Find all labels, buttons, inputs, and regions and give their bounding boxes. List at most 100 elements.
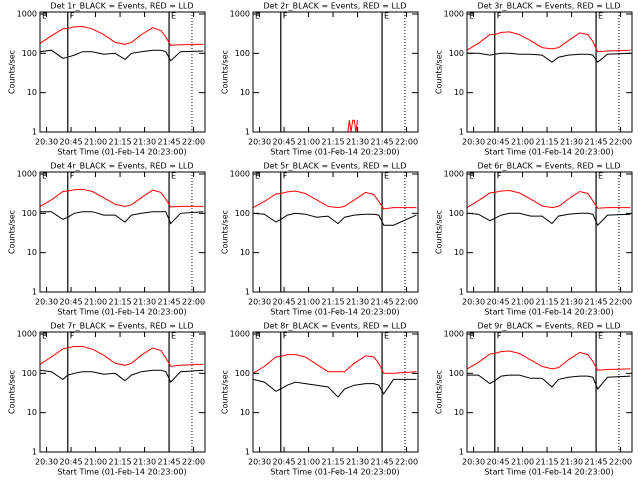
marker-label: F (70, 172, 75, 181)
x-tick-label: 21:15 (536, 298, 559, 307)
y-tick-label: 1000 (444, 10, 464, 19)
x-tick-label: 21:00 (511, 298, 534, 307)
x-axis-label: Start Time (01-Feb-14 20:23:00) (484, 308, 613, 317)
x-tick-label: 21:45 (585, 458, 608, 467)
x-tick-label: 20:45 (487, 298, 510, 307)
chart-title: Det 8r_BLACK = Events, RED = LLD (263, 322, 406, 331)
y-tick-label: 10 (27, 88, 37, 97)
marker-label: E (42, 172, 47, 181)
x-tick-label: 20:45 (60, 298, 83, 307)
marker-label: E (469, 12, 474, 21)
marker-label: E (255, 12, 260, 21)
series-line (252, 190, 417, 210)
y-axis-label: Counts/sec (221, 50, 230, 94)
x-tick-label: 22:00 (395, 458, 418, 467)
series-line (39, 346, 204, 367)
marker-label: F (283, 332, 288, 341)
y-tick-label: 1 (459, 128, 464, 137)
x-tick-label: 20:45 (273, 298, 296, 307)
y-axis-label: Counts/sec (8, 210, 17, 254)
marker-label: E (171, 12, 176, 21)
x-tick-label: 21:30 (560, 298, 583, 307)
y-tick-label: 10 (454, 88, 464, 97)
x-tick-label: 20:45 (487, 138, 510, 147)
x-tick-label: 20:45 (487, 458, 510, 467)
panel: Det 4r_BLACK = Events, RED = LLD Start Ti… (8, 162, 206, 317)
series-line (466, 212, 631, 227)
chart-title: Det 3r_BLACK = Events, RED = LLD (477, 2, 620, 11)
x-tick-label: 21:45 (371, 458, 394, 467)
y-axis-label: Counts/sec (435, 370, 444, 414)
panel: Det 1r_BLACK = Events, RED = LLD Start Ti… (8, 2, 206, 157)
x-tick-label: 21:30 (346, 458, 369, 467)
series-line (347, 119, 359, 133)
x-axis-label: Start Time (01-Feb-14 20:23:00) (57, 468, 186, 477)
series-line (467, 52, 631, 63)
y-tick-label: 1 (459, 288, 464, 297)
marker-label: E (384, 332, 389, 341)
plot-frame (39, 11, 206, 133)
y-tick-label: 1000 (17, 170, 37, 179)
marker-label: F (283, 172, 288, 181)
x-tick-label: 20:30 (462, 138, 485, 147)
y-tick-label: 1 (245, 288, 250, 297)
x-tick-label: 21:15 (109, 298, 132, 307)
y-tick-label: 10 (27, 408, 37, 417)
marker-label: E (255, 172, 260, 181)
marker-label: E (384, 12, 389, 21)
marker-label: E (42, 12, 47, 21)
marker-label: E (469, 172, 474, 181)
marker-label: E (171, 172, 176, 181)
x-tick-label: 20:30 (35, 458, 58, 467)
x-tick-label: 20:30 (462, 298, 485, 307)
marker-label: E (255, 332, 260, 341)
x-tick-label: 21:45 (371, 138, 394, 147)
x-tick-label: 22:00 (182, 298, 205, 307)
y-tick-label: 1 (32, 128, 37, 137)
plot-frame (252, 11, 419, 133)
y-tick-label: 10 (240, 88, 250, 97)
series-line (466, 350, 631, 371)
plot-frame (466, 171, 633, 293)
x-tick-label: 21:15 (322, 138, 345, 147)
series-line (467, 374, 631, 390)
x-tick-label: 21:45 (371, 298, 394, 307)
y-tick-label: 1000 (17, 330, 37, 339)
y-tick-label: 1000 (230, 170, 250, 179)
marker-label: F (70, 12, 75, 21)
x-tick-label: 21:30 (133, 458, 156, 467)
x-tick-label: 21:30 (560, 458, 583, 467)
x-tick-label: 20:45 (273, 458, 296, 467)
marker-label: F (70, 332, 75, 341)
chart-title: Det 2r_BLACK = Events, RED = LLD (263, 2, 406, 11)
y-tick-label: 10 (454, 248, 464, 257)
x-tick-label: 20:30 (35, 298, 58, 307)
x-tick-label: 21:30 (560, 138, 583, 147)
x-tick-label: 20:30 (35, 138, 58, 147)
marker-label: E (42, 332, 47, 341)
plot-frame (39, 171, 206, 293)
marker-label: E (598, 172, 603, 181)
y-axis-label: Counts/sec (8, 370, 17, 414)
series-line (40, 211, 204, 225)
x-tick-label: 21:00 (511, 138, 534, 147)
y-tick-label: 100 (235, 49, 250, 58)
chart-title: Det 6r_BLACK = Events, RED = LLD (477, 162, 620, 171)
y-tick-label: 1 (32, 448, 37, 457)
panel: Det 2r_BLACK = Events, RED = LLD Start Ti… (221, 2, 419, 157)
panel: Det 6r_BLACK = Events, RED = LLD Start Ti… (435, 162, 633, 317)
plot-frame (252, 171, 419, 293)
series-line (39, 188, 204, 208)
x-tick-label: 20:45 (273, 138, 296, 147)
x-axis-label: Start Time (01-Feb-14 20:23:00) (484, 468, 613, 477)
x-tick-label: 22:00 (182, 138, 205, 147)
x-tick-label: 21:30 (346, 138, 369, 147)
panel: Det 5r_BLACK = Events, RED = LLD Start Ti… (221, 162, 419, 317)
y-tick-label: 1000 (17, 10, 37, 19)
marker-label: F (497, 12, 502, 21)
plot-frame (466, 331, 633, 453)
x-tick-label: 20:30 (248, 458, 271, 467)
y-tick-label: 10 (27, 248, 37, 257)
x-axis-label: Start Time (01-Feb-14 20:23:00) (484, 148, 613, 157)
